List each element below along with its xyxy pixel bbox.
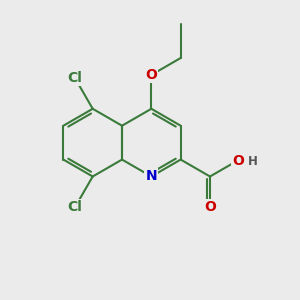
Text: H: H — [248, 155, 257, 168]
Text: Cl: Cl — [68, 71, 82, 85]
Text: O: O — [232, 154, 244, 168]
Text: O: O — [146, 68, 157, 82]
Text: N: N — [146, 169, 157, 184]
Text: O: O — [204, 200, 216, 214]
Text: Cl: Cl — [68, 200, 82, 214]
